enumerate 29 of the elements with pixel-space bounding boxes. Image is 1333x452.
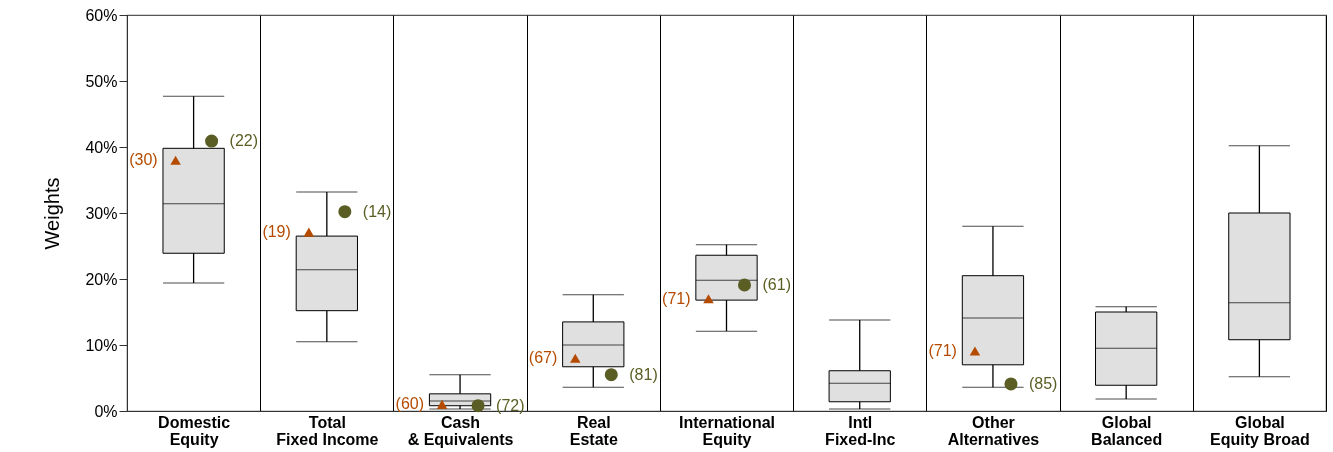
annotation: (71) — [662, 289, 691, 307]
annotation: (30) — [129, 151, 158, 169]
annotation: (14) — [362, 202, 392, 220]
x-tick-label: Other Alternatives — [947, 413, 1040, 448]
x-tick-label: Global Equity Broad — [1210, 413, 1310, 448]
x-tick-label: Global Balanced — [1091, 413, 1163, 448]
y-tick-label: 50% — [85, 72, 118, 90]
annotation: (71) — [928, 341, 957, 359]
y-tick-label: 10% — [85, 336, 118, 354]
y-tick-label: 40% — [85, 138, 118, 156]
annotation: (85) — [1028, 374, 1058, 392]
x-tick-label: International Equity — [678, 413, 776, 448]
annotation: (72) — [496, 396, 525, 414]
x-tick-label: Real Estate — [569, 413, 618, 448]
annotation: (22) — [229, 132, 259, 150]
x-tick-label: Total Fixed Income — [276, 413, 379, 448]
annotation: (81) — [629, 365, 658, 383]
annotation: (61) — [762, 275, 791, 293]
x-tick-label: Domestic Equity — [158, 413, 231, 448]
annotation: (67) — [528, 349, 558, 367]
x-tick-label: Cash & Equivalents — [407, 413, 514, 448]
annotation: (60) — [395, 395, 425, 413]
y-axis-title: Weights — [41, 177, 64, 250]
y-tick-label: 30% — [85, 204, 118, 222]
x-tick-label: Intl Fixed-Inc — [825, 413, 896, 448]
y-tick-label: 20% — [85, 270, 118, 288]
y-tick-label: 0% — [94, 402, 118, 420]
y-tick-label: 60% — [85, 6, 118, 24]
annotation: (19) — [262, 223, 291, 241]
